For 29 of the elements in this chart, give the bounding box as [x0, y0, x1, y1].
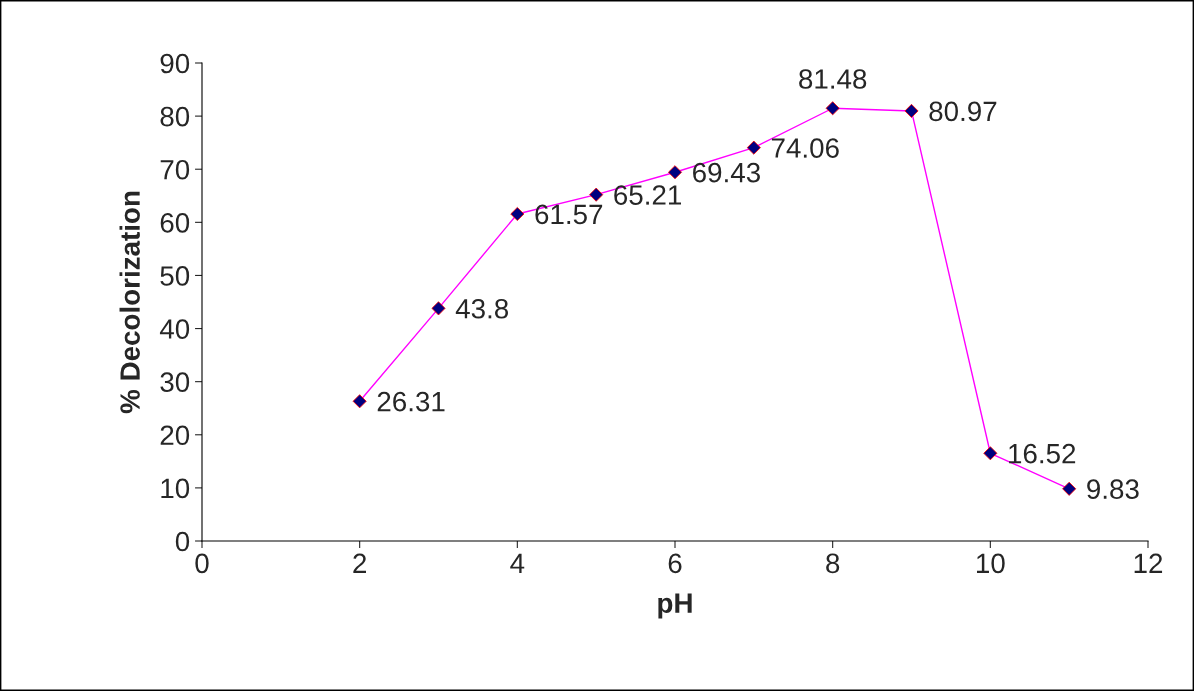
x-tick-label: 8	[826, 553, 840, 574]
data-label: 65.21	[614, 185, 681, 205]
data-label: 16.52	[1009, 443, 1076, 464]
y-tick-label: 40	[159, 319, 190, 339]
y-tick-label: 20	[160, 425, 190, 446]
x-tick-label: 10	[977, 553, 1005, 574]
y-tick-label: 30	[160, 372, 190, 393]
y-tick-label: 50	[160, 266, 190, 286]
data-label: 43.8	[455, 298, 509, 319]
data-label: 81.48	[799, 69, 867, 89]
data-label: 9.83	[1087, 479, 1139, 500]
x-tick-label: 0	[195, 553, 209, 574]
y-tick-label: 0	[175, 531, 190, 552]
data-label: 69.43	[693, 162, 760, 183]
data-label: 26.31	[377, 391, 445, 412]
x-tick-label: 12	[1134, 553, 1163, 573]
y-tick-label: 10	[161, 478, 190, 499]
y-tick-label: 80	[160, 106, 190, 127]
y-axis-title: % Decolorization	[119, 191, 140, 414]
data-label: 61.57	[535, 204, 603, 225]
data-label: 80.97	[929, 101, 997, 122]
y-tick-label: 70	[160, 159, 190, 180]
x-tick-label: 6	[668, 553, 682, 574]
y-tick-label: 60	[160, 213, 190, 233]
x-tick-label: 4	[510, 553, 525, 573]
y-tick-label: 90	[160, 53, 190, 74]
data-label: 74.06	[771, 138, 839, 158]
x-axis-title: pH	[658, 593, 692, 619]
x-tick-label: 2	[353, 553, 366, 573]
